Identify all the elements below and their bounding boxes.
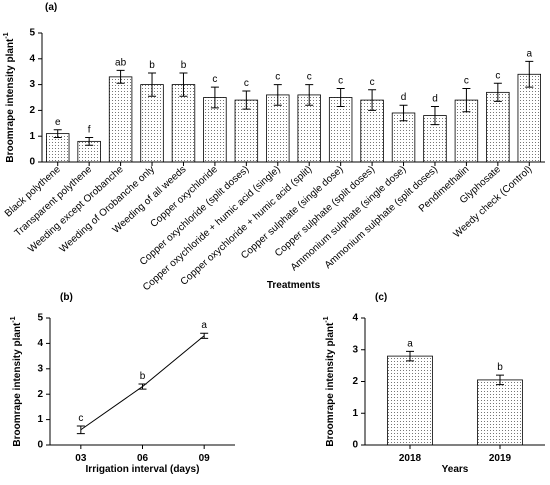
bar <box>108 76 133 163</box>
error-bar <box>493 82 502 102</box>
significance-letter: c <box>495 70 500 81</box>
significance-letter: a <box>201 320 207 331</box>
x-axis-label: Treatments <box>267 280 321 291</box>
significance-letter: ab <box>115 57 127 68</box>
y-tick-label: 3 <box>352 344 358 355</box>
significance-letter: b <box>497 362 503 373</box>
x-tick-label: 06 <box>137 453 149 464</box>
significance-letter: a <box>527 48 533 59</box>
y-tick-label: 0 <box>37 440 43 451</box>
x-axis-label: Irrigation interval (days) <box>86 464 200 475</box>
error-bar <box>273 84 282 106</box>
y-tick-label: 0 <box>29 157 35 168</box>
significance-letter: c <box>244 78 249 89</box>
y-axis-label-text: Broomrape intensity plant <box>325 322 336 447</box>
y-tick-label: 3 <box>29 79 35 90</box>
error-bar <box>76 425 85 435</box>
y-axis-label: Broomrape intensity plant-1 <box>323 316 336 446</box>
error-bar <box>242 90 251 110</box>
y-tick-label: 2 <box>29 105 35 116</box>
error-bar <box>462 87 471 113</box>
significance-letter: d <box>401 92 407 103</box>
x-tick-label: Black polythene <box>3 164 63 220</box>
error-bar <box>430 106 439 126</box>
y-axis-label-superscript: -1 <box>3 32 10 38</box>
y-tick-label: 1 <box>352 408 358 419</box>
significance-letter: e <box>55 117 61 128</box>
error-bar <box>368 89 377 111</box>
y-tick-label: 4 <box>37 338 43 349</box>
significance-letter: c <box>338 75 343 86</box>
error-bar <box>53 129 62 138</box>
error-bar <box>399 104 408 122</box>
significance-letter: d <box>432 94 438 105</box>
y-axis-label: Broomrape intensity plant-1 <box>10 316 23 446</box>
error-bar <box>336 87 345 108</box>
y-tick-label: 1 <box>29 131 35 142</box>
line <box>80 335 205 431</box>
significance-letter: c <box>78 413 83 424</box>
error-bar <box>116 69 125 84</box>
y-tick-label: 2 <box>352 376 358 387</box>
x-tick-label: Ammonium sulphate (single dose) <box>289 164 409 273</box>
panel-label: (a) <box>45 2 57 13</box>
y-tick-label: 5 <box>29 28 35 39</box>
significance-letter: c <box>307 72 312 83</box>
significance-letter: b <box>140 371 146 382</box>
y-tick-label: 4 <box>352 313 358 324</box>
significance-letter: f <box>88 124 91 135</box>
bar <box>477 379 523 446</box>
panel-label: (b) <box>60 292 73 303</box>
significance-letter: b <box>149 60 155 71</box>
y-tick-label: 2 <box>37 389 43 400</box>
significance-letter: c <box>212 74 217 85</box>
significance-letter: a <box>407 338 413 349</box>
bar <box>486 91 510 163</box>
y-axis-label-superscript: -1 <box>10 316 17 322</box>
error-bar <box>525 60 534 88</box>
y-tick-label: 0 <box>352 440 358 451</box>
error-bar <box>210 86 219 109</box>
x-tick-label: 2019 <box>489 453 512 464</box>
y-axis-label-text: Broomrape intensity plant <box>5 38 16 163</box>
bar <box>387 355 433 446</box>
x-tick-label: 03 <box>75 453 87 464</box>
significance-letter: b <box>181 60 187 71</box>
error-bar <box>85 136 94 146</box>
significance-letter: c <box>464 75 469 86</box>
y-axis-label-superscript: -1 <box>323 316 330 322</box>
error-bar <box>179 72 188 97</box>
bar <box>328 97 353 163</box>
y-tick-label: 3 <box>37 363 43 374</box>
x-tick-label: 09 <box>199 453 211 464</box>
error-bar <box>305 84 314 106</box>
error-bar <box>496 374 504 386</box>
significance-letter: c <box>275 72 280 83</box>
y-tick-label: 1 <box>37 414 43 425</box>
y-axis-label: Broomrape intensity plant-1 <box>3 32 16 162</box>
x-axis-label: Years <box>442 464 469 475</box>
y-tick-label: 4 <box>29 53 35 64</box>
error-bar <box>406 350 414 362</box>
significance-letter: c <box>370 77 375 88</box>
panel-label: (c) <box>375 292 387 303</box>
y-axis-label-text: Broomrape intensity plant <box>12 322 23 447</box>
x-tick-label: 2018 <box>399 453 422 464</box>
y-tick-label: 5 <box>37 313 43 324</box>
error-bar <box>148 72 157 97</box>
